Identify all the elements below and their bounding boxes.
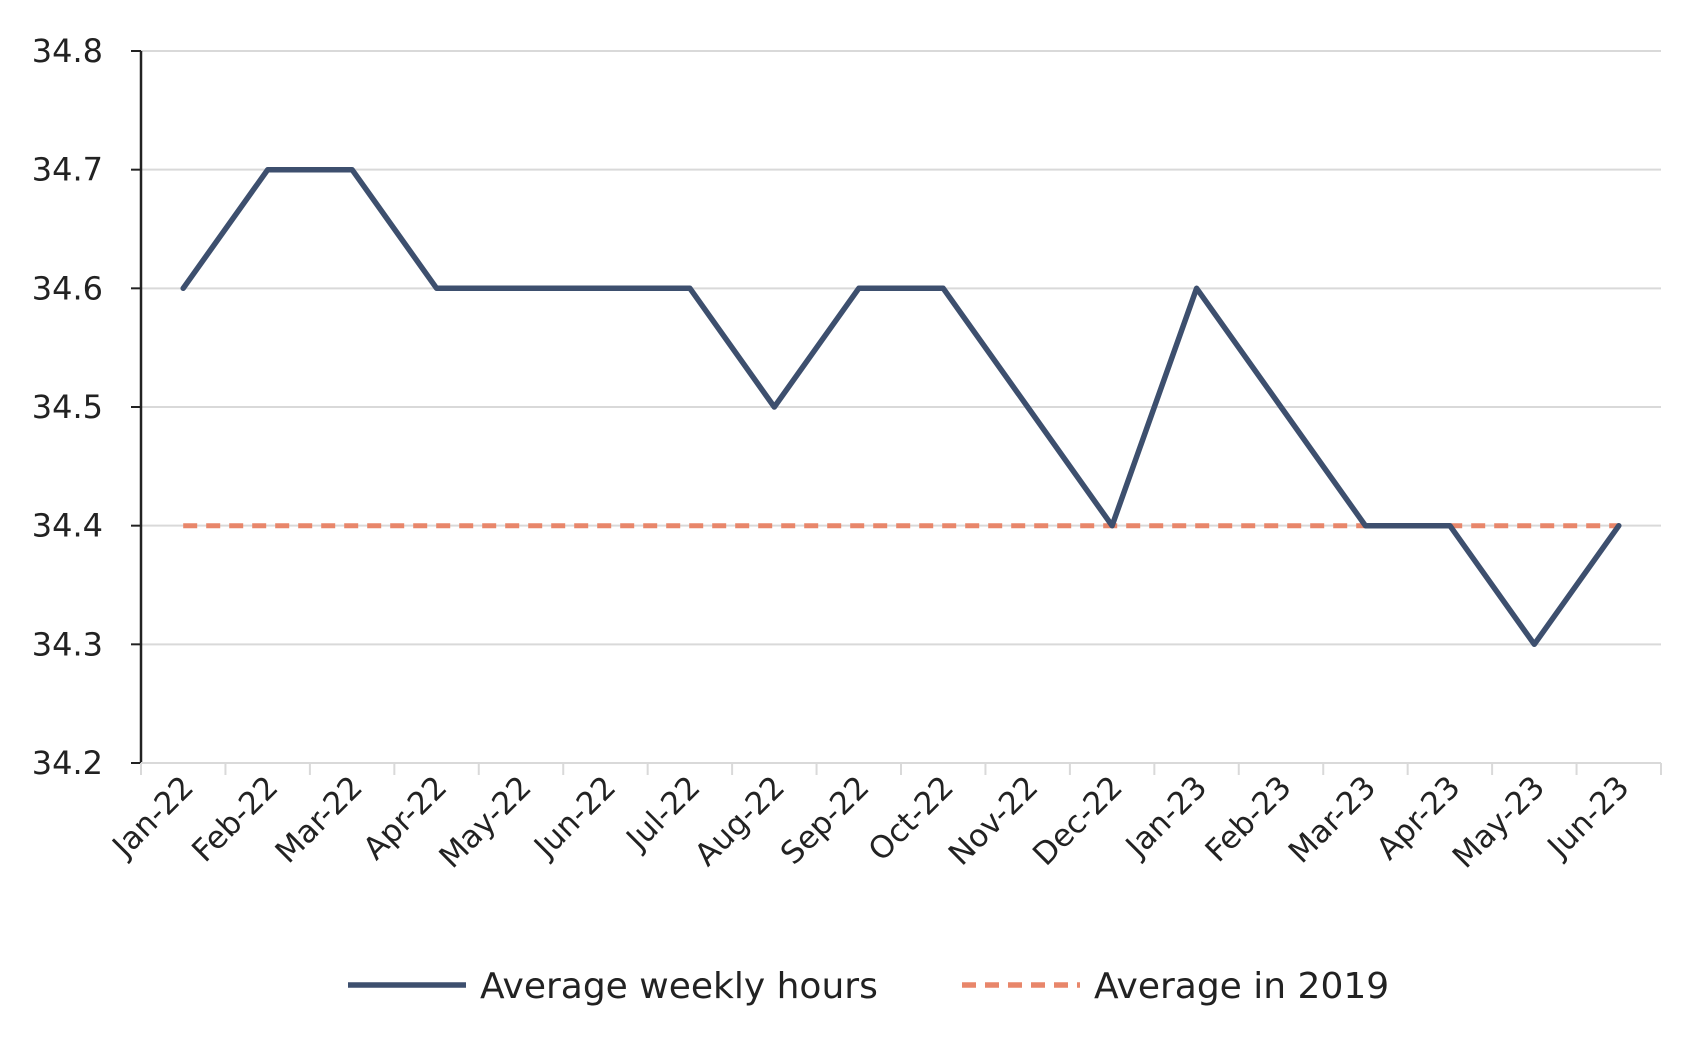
- x-tick-label: Mar-23: [1282, 769, 1383, 870]
- x-tick-label: May-22: [432, 769, 538, 875]
- x-tick-label: Jun-22: [526, 769, 623, 866]
- axes: [131, 51, 1661, 775]
- x-tick-label: Dec-22: [1026, 769, 1130, 873]
- x-tick-label: Jan-22: [104, 769, 200, 865]
- y-tick-label: 34.5: [32, 388, 103, 426]
- x-tick-labels: Jan-22Feb-22Mar-22Apr-22May-22Jun-22Jul-…: [104, 769, 1636, 875]
- x-tick-label: Oct-22: [862, 769, 961, 868]
- x-tick-label: Feb-22: [185, 769, 285, 869]
- x-tick-label: Mar-22: [269, 769, 370, 870]
- legend: Average weekly hours Average in 2019: [348, 966, 1389, 1007]
- x-tick-label: May-23: [1446, 769, 1552, 875]
- x-tick-label: Aug-22: [688, 769, 792, 873]
- y-tick-label: 34.7: [32, 151, 103, 189]
- legend-label: Average in 2019: [1094, 966, 1389, 1007]
- x-tick-label: Sep-22: [774, 769, 877, 872]
- y-tick-label: 34.6: [32, 269, 103, 307]
- legend-label: Average weekly hours: [480, 966, 878, 1007]
- y-tick-label: 34.3: [32, 625, 103, 663]
- legend-item-average-weekly-hours: Average weekly hours: [348, 966, 878, 1007]
- x-tick-label: Nov-22: [942, 769, 1045, 872]
- y-tick-labels: 34.2 34.3 34.4 34.5 34.6 34.7 34.8: [32, 32, 103, 782]
- x-tick-label: Jan-23: [1118, 769, 1214, 865]
- y-tick-label: 34.8: [32, 32, 103, 70]
- x-tick-label: Feb-23: [1199, 769, 1299, 869]
- legend-item-average-in-2019: Average in 2019: [962, 966, 1389, 1007]
- y-tick-label: 34.2: [32, 744, 103, 782]
- y-tick-label: 34.4: [32, 507, 103, 545]
- gridlines: [141, 51, 1661, 644]
- x-tick-label: Jun-23: [1540, 769, 1637, 866]
